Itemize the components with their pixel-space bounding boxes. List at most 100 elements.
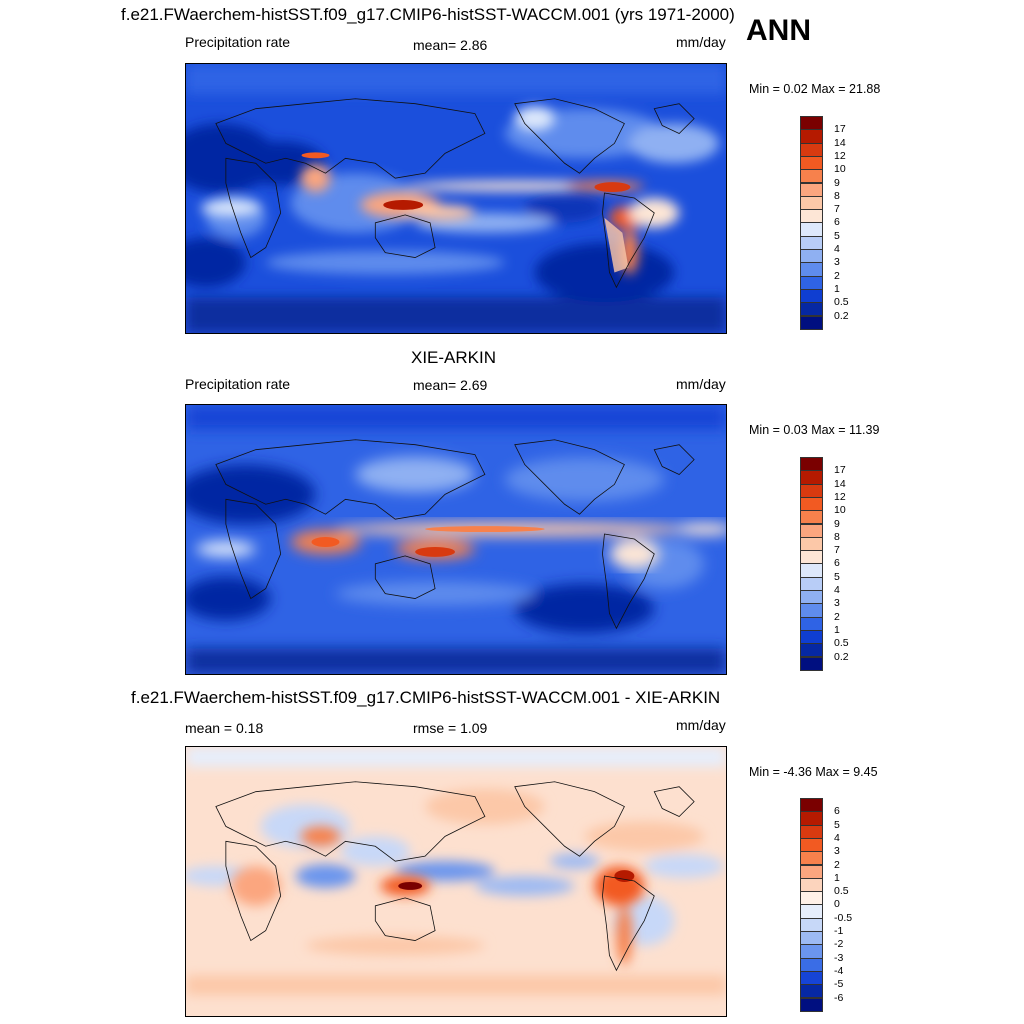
panel1-colorbar-box — [800, 302, 823, 317]
panel2-colorbar-box — [800, 563, 823, 578]
panel1-map — [185, 63, 727, 334]
panel1-colorbar-box — [800, 169, 823, 184]
panel3-colorbar-label: -0.5 — [834, 911, 853, 924]
panel1-colorbar-box — [800, 288, 823, 304]
panel3-colorbar-box — [800, 997, 823, 1012]
panel1-colorbar-box — [800, 262, 823, 277]
panel2-colorbar-label: 10 — [834, 504, 846, 517]
panel2-precip-field — [186, 405, 726, 674]
panel3-colorbar-label: 1 — [834, 871, 840, 884]
panel2-colorbar-label: 7 — [834, 544, 840, 557]
panel3-colorbar-label: 3 — [834, 845, 840, 858]
panel2-colorbar-label: 9 — [834, 517, 840, 530]
panel3-colorbar-box — [800, 917, 823, 932]
panel2-colorbar-box — [800, 576, 823, 591]
panel3-colorbar-label: 0.5 — [834, 885, 849, 898]
panel3-minmax: Min = -4.36 Max = 9.45 — [749, 765, 878, 779]
panel1-colorbar-box — [800, 155, 823, 171]
panel1-colorbar-box — [800, 116, 823, 131]
panel3-colorbar-label: 4 — [834, 831, 840, 844]
panel3-title: f.e21.FWaerchem-histSST.f09_g17.CMIP6-hi… — [131, 688, 721, 707]
panel3-colorbar-label: -3 — [834, 951, 844, 964]
panel1-variable: Precipitation rate — [185, 34, 291, 50]
panel1-colorbar-box — [800, 235, 823, 250]
panel2-units: mm/day — [676, 376, 726, 392]
panel2-colorbar-box — [800, 656, 823, 671]
panel2-colorbar-box — [800, 536, 823, 552]
panel3-colorbar-box — [800, 931, 823, 946]
panel3-colorbar-box — [800, 984, 823, 999]
panel1-colorbar-label: 17 — [834, 123, 846, 136]
panel2-colorbar-label: 1 — [834, 623, 840, 636]
panel2-colorbar-label: 5 — [834, 570, 840, 583]
panel3-mean: mean = 0.18 — [185, 720, 264, 736]
panel1-colorbar-label: 14 — [834, 136, 846, 149]
panel1-colorbar-box — [800, 142, 823, 157]
panel2-colorbar-label: 17 — [834, 464, 846, 477]
panel3-colorbar-label: -2 — [834, 938, 844, 951]
panel2-colorbar-label: 8 — [834, 530, 840, 543]
panel2-colorbar-box — [800, 550, 823, 565]
panel1-title: f.e21.FWaerchem-histSST.f09_g17.CMIP6-hi… — [121, 5, 735, 24]
panel1-colorbar-label: 12 — [834, 149, 846, 162]
panel2-colorbar-box — [800, 603, 823, 618]
panel1-minmax: Min = 0.02 Max = 21.88 — [749, 82, 881, 96]
panel1-colorbar-label: 0.5 — [834, 296, 849, 309]
panel2-colorbar-box — [800, 523, 823, 538]
panel1-colorbar-label: 3 — [834, 256, 840, 269]
panel3-colorbar-box — [800, 851, 823, 866]
panel2-colorbar-label: 14 — [834, 477, 846, 490]
panel1-colorbar-label: 1 — [834, 282, 840, 295]
panel1-colorbar-label: 6 — [834, 216, 840, 229]
panel1-colorbar-box — [800, 315, 823, 330]
panel2-colorbar-box — [800, 629, 823, 645]
panel3-colorbar-box — [800, 864, 823, 879]
panel2-colorbar-label: 12 — [834, 490, 846, 503]
panel2-minmax: Min = 0.03 Max = 11.39 — [749, 423, 880, 437]
panel1-colorbar-box — [800, 195, 823, 211]
panel2-colorbar-label: 0.2 — [834, 650, 849, 663]
panel3-colorbar-label: 2 — [834, 858, 840, 871]
panel2-colorbar-label: 0.5 — [834, 637, 849, 650]
panel3-colorbar-box — [800, 798, 823, 813]
panel1-colorbar-label: 4 — [834, 243, 840, 255]
panel3-colorbar-label: 0 — [834, 898, 840, 911]
panel3-colorbar-box — [800, 944, 823, 959]
panel1-colorbar-box — [800, 129, 823, 144]
panel3-colorbar-label: 5 — [834, 818, 840, 831]
panel1-precip-field — [186, 64, 726, 333]
panel1-colorbar-label: 0.2 — [834, 309, 849, 322]
panel3-map — [185, 746, 727, 1017]
panel2-colorbar-label: 3 — [834, 597, 840, 610]
panel2-colorbar-label: 4 — [834, 584, 840, 596]
panel1-colorbar-label: 8 — [834, 189, 840, 202]
panel1-colorbar-label: 2 — [834, 269, 840, 282]
panel1-units: mm/day — [676, 34, 726, 50]
panel2-colorbar-box — [800, 457, 823, 472]
panel3-colorbar-label: -4 — [834, 964, 844, 977]
panel2-colorbar-box — [800, 510, 823, 525]
panel3-colorbar-box — [800, 824, 823, 839]
panel2-colorbar-box — [800, 483, 823, 498]
panel2-variable: Precipitation rate — [185, 376, 291, 392]
panel3-colorbar-label: -5 — [834, 978, 844, 991]
panel3-diff-field — [186, 747, 726, 1016]
panel2-mean: mean= 2.69 — [413, 377, 488, 393]
season-label: ANN — [746, 14, 811, 47]
panel3-units: mm/day — [676, 717, 726, 733]
panel1-mean: mean= 2.86 — [413, 37, 488, 53]
panel3-colorbar-label: -1 — [834, 925, 844, 937]
panel1-colorbar-label: 9 — [834, 176, 840, 189]
panel2-colorbar-box — [800, 496, 823, 512]
panel2-colorbar-box — [800, 590, 823, 605]
panel1-colorbar-box — [800, 249, 823, 264]
panel2-colorbar-box — [800, 470, 823, 485]
panel1-colorbar-box — [800, 182, 823, 197]
panel3-colorbar-box — [800, 877, 823, 893]
panel2-title: XIE-ARKIN — [411, 348, 497, 367]
panel2-colorbar-label: 2 — [834, 610, 840, 623]
panel2-map — [185, 404, 727, 675]
panel3-colorbar-label: -6 — [834, 991, 844, 1004]
panel1-colorbar-label: 7 — [834, 203, 840, 216]
panel2-colorbar-label: 6 — [834, 557, 840, 570]
